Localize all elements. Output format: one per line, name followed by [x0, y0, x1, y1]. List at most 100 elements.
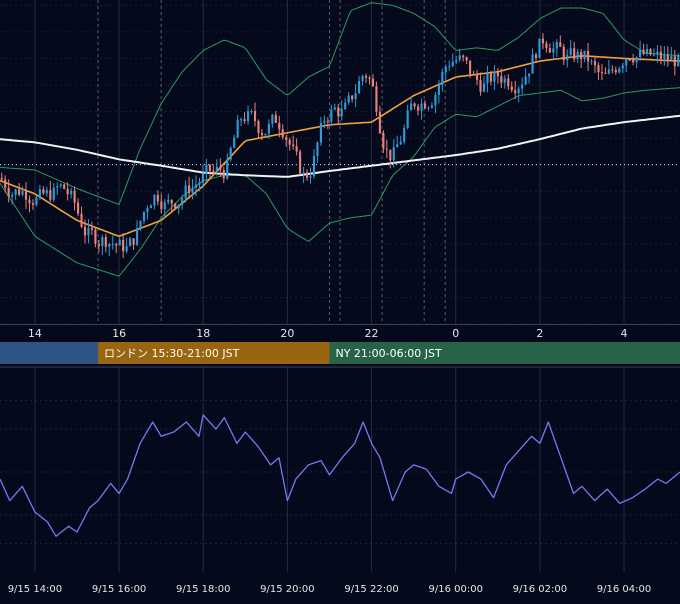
candle-up — [625, 59, 628, 66]
candle-up — [656, 51, 659, 55]
candle-down — [597, 65, 600, 73]
candle-up — [555, 42, 558, 49]
candle-up — [517, 88, 520, 94]
long-moving-average — [0, 114, 680, 178]
candle-down — [364, 75, 368, 78]
candle-down — [548, 48, 551, 53]
candle-down — [545, 43, 548, 49]
candle-down — [208, 164, 211, 171]
candle-down — [534, 54, 538, 58]
candle-down — [73, 190, 76, 203]
candle-down — [132, 238, 135, 245]
candle-down — [285, 137, 288, 140]
candle-up — [35, 197, 38, 205]
candle-up — [569, 48, 572, 55]
candle-up — [240, 119, 243, 121]
candle-down — [260, 132, 264, 136]
candle-up — [403, 127, 406, 142]
candle-down — [614, 69, 617, 73]
candle-up — [652, 54, 656, 56]
candle-up — [330, 109, 333, 122]
candle-down — [49, 190, 52, 200]
oscillator-x-tick-label: 9/15 22:00 — [344, 584, 398, 595]
candle-down — [472, 73, 475, 75]
candle-down — [28, 199, 31, 204]
candle-up — [146, 208, 149, 212]
candle-up — [420, 103, 423, 111]
candle-down — [76, 202, 80, 214]
candle-up — [361, 75, 364, 81]
candle-down — [351, 95, 354, 100]
candle-down — [649, 48, 652, 55]
candle-up — [663, 54, 666, 59]
candle-down — [514, 90, 517, 94]
candle-up — [101, 237, 104, 247]
candle-down — [416, 106, 420, 111]
candle-up — [645, 48, 649, 54]
candle-down — [66, 188, 69, 195]
candle-up — [129, 238, 132, 247]
candle-up — [302, 172, 305, 174]
candlestick-series — [0, 33, 680, 258]
bollinger-upper-line — [0, 2, 680, 206]
candle-up — [194, 184, 198, 188]
oscillator-series — [0, 414, 680, 537]
oscillator-panel-grid — [0, 366, 680, 572]
candle-up — [323, 120, 326, 123]
candle-up — [236, 119, 239, 138]
candle-up — [316, 142, 319, 156]
candle-up — [14, 189, 17, 195]
candle-up — [191, 187, 194, 193]
candle-down — [385, 148, 388, 150]
candle-down — [593, 61, 597, 66]
candle-up — [198, 182, 201, 185]
candle-down — [611, 69, 614, 71]
candle-down — [469, 60, 472, 74]
candle-up — [531, 54, 534, 74]
candle-up — [205, 164, 208, 174]
candle-up — [118, 239, 121, 246]
candle-down — [489, 73, 492, 82]
candle-up — [11, 194, 14, 197]
candle-up — [427, 107, 430, 109]
candle-up — [524, 76, 527, 85]
main-panel-x-axis: 14 16 18 20 22 0 2 4 — [0, 324, 680, 340]
candle-up — [521, 84, 524, 89]
candle-down — [80, 213, 83, 227]
candle-up — [576, 52, 579, 60]
candle-down — [659, 51, 662, 59]
candle-down — [222, 170, 225, 179]
candle-up — [396, 144, 399, 148]
candle-up — [566, 54, 569, 61]
candle-up — [56, 186, 59, 188]
candle-down — [423, 103, 427, 109]
candle-down — [188, 185, 191, 193]
session-band — [98, 342, 330, 364]
candle-down — [174, 203, 177, 209]
session-label: NY 21:00-06:00 JST — [335, 347, 442, 360]
candle-down — [156, 194, 159, 202]
candle-down — [24, 191, 28, 200]
candle-down — [7, 187, 10, 197]
candle-up — [184, 185, 187, 199]
candle-down — [97, 243, 100, 247]
candle-up — [618, 68, 621, 73]
candle-down — [90, 228, 94, 230]
main-x-tick-label: 22 — [365, 327, 379, 340]
candle-down — [326, 120, 329, 122]
candle-down — [274, 114, 277, 123]
candle-down — [500, 76, 503, 83]
candle-up — [607, 69, 610, 74]
candle-up — [392, 147, 395, 161]
candle-up — [635, 57, 638, 63]
candle-down — [413, 103, 416, 107]
candle-up — [215, 166, 218, 171]
candle-up — [358, 80, 361, 94]
candle-down — [94, 229, 97, 244]
candle-up — [434, 94, 437, 106]
session-band — [0, 342, 99, 364]
candle-up — [583, 50, 586, 60]
candle-up — [201, 173, 205, 183]
candle-down — [243, 119, 246, 122]
